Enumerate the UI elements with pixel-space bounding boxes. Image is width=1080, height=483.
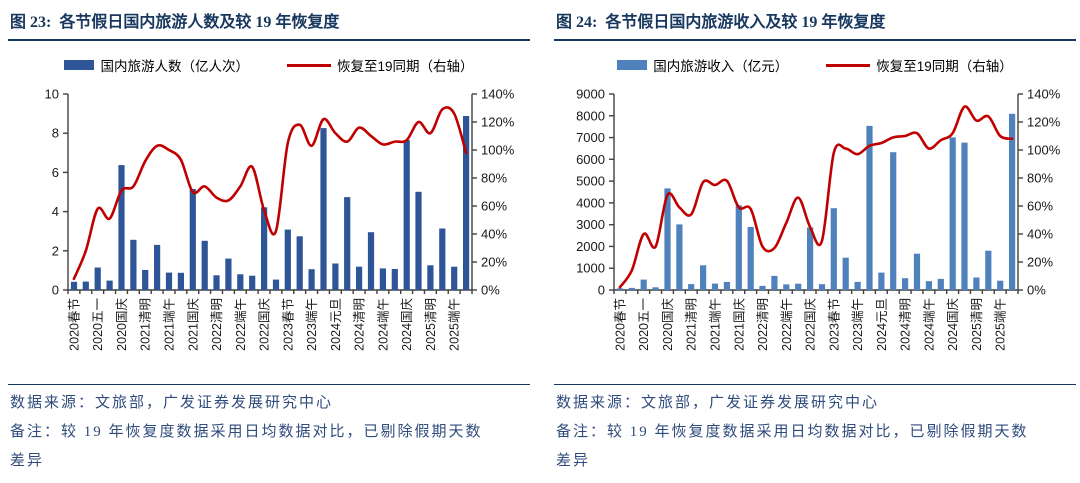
- svg-text:2022端午: 2022端午: [780, 298, 794, 351]
- svg-text:0: 0: [598, 283, 605, 298]
- legend-label: 恢复至19同期（右轴）: [336, 59, 474, 74]
- svg-text:2024端午: 2024端午: [922, 298, 936, 351]
- svg-text:0%: 0%: [1027, 283, 1046, 298]
- svg-text:80%: 80%: [1027, 171, 1053, 186]
- figure-title: 图 23: 各节假日国内旅游人数及较 19 年恢复度: [8, 6, 530, 41]
- legend-item-line: 恢复至19同期（右轴）: [286, 55, 474, 75]
- svg-text:2022端午: 2022端午: [234, 298, 248, 351]
- svg-text:0: 0: [52, 283, 59, 298]
- svg-text:2022清明: 2022清明: [210, 298, 224, 351]
- line-swatch-icon: [826, 63, 871, 67]
- svg-text:2022清明: 2022清明: [756, 298, 770, 351]
- svg-text:2023春节: 2023春节: [827, 298, 841, 351]
- figure-23: 图 23: 各节假日国内旅游人数及较 19 年恢复度 国内旅游人数（亿人次） 恢…: [8, 6, 530, 476]
- svg-text:4: 4: [52, 204, 59, 219]
- svg-text:100%: 100%: [1027, 143, 1061, 158]
- svg-text:8: 8: [52, 126, 59, 141]
- svg-text:2000: 2000: [576, 239, 605, 254]
- svg-text:9000: 9000: [576, 87, 605, 102]
- chart-legend: 国内旅游人数（亿人次） 恢复至19同期（右轴）: [8, 56, 530, 74]
- svg-text:100%: 100%: [481, 143, 515, 158]
- svg-text:2020五一: 2020五一: [637, 298, 651, 351]
- remark-note-line1: 备注：较 19 年恢复度数据采用日均数据对比，已剔除假期天数: [10, 424, 483, 440]
- svg-text:8000: 8000: [576, 108, 605, 123]
- legend-item-line: 恢复至19同期（右轴）: [826, 55, 1013, 75]
- remark-note-line1: 备注：较 19 年恢复度数据采用日均数据对比，已剔除假期天数: [556, 424, 1029, 440]
- svg-text:2024元旦: 2024元旦: [329, 298, 343, 351]
- svg-text:20%: 20%: [481, 255, 507, 270]
- svg-text:80%: 80%: [481, 171, 507, 186]
- combo-chart-revenue: 0 1000 2000 3000 4000 5000 6000 7000 8000 9000 0% 2…: [576, 87, 1061, 351]
- svg-text:2023端午: 2023端午: [305, 298, 319, 351]
- svg-text:2021国庆: 2021国庆: [186, 298, 200, 351]
- svg-text:60%: 60%: [1027, 199, 1053, 214]
- remark-note-line2: 差异: [556, 453, 591, 469]
- svg-text:1000: 1000: [576, 261, 605, 276]
- svg-text:2021清明: 2021清明: [139, 298, 153, 351]
- svg-text:2023端午: 2023端午: [851, 298, 865, 351]
- figure-title: 图 24: 各节假日国内旅游收入及较 19 年恢复度: [554, 6, 1076, 41]
- svg-text:2024国庆: 2024国庆: [946, 298, 960, 351]
- svg-text:40%: 40%: [1027, 227, 1053, 242]
- chart-legend: 国内旅游收入（亿元） 恢复至19同期（右轴）: [554, 56, 1076, 74]
- svg-text:2025端午: 2025端午: [994, 298, 1008, 351]
- svg-text:2023春节: 2023春节: [281, 298, 295, 351]
- svg-text:2025清明: 2025清明: [970, 298, 984, 351]
- legend-label: 国内旅游人数（亿人次）: [100, 59, 249, 74]
- svg-text:120%: 120%: [1027, 115, 1061, 130]
- svg-text:6: 6: [52, 165, 59, 180]
- svg-text:2022国庆: 2022国庆: [804, 298, 818, 351]
- svg-text:20%: 20%: [1027, 255, 1053, 270]
- svg-text:2025清明: 2025清明: [424, 298, 438, 351]
- svg-text:10: 10: [45, 87, 59, 102]
- svg-text:2021端午: 2021端午: [163, 298, 177, 351]
- svg-text:7000: 7000: [576, 130, 605, 145]
- svg-text:2021清明: 2021清明: [685, 298, 699, 351]
- svg-text:2021国庆: 2021国庆: [732, 298, 746, 351]
- svg-text:0%: 0%: [481, 283, 500, 298]
- svg-text:2024清明: 2024清明: [353, 298, 367, 351]
- svg-text:2020春节: 2020春节: [67, 298, 81, 351]
- svg-text:2024国庆: 2024国庆: [400, 298, 414, 351]
- legend-item-bars: 国内旅游人数（亿人次）: [64, 55, 249, 75]
- svg-text:3000: 3000: [576, 217, 605, 232]
- figure-notes: 数据来源：文旅部，广发证券发展研究中心 备注：较 19 年恢复度数据采用日均数据…: [8, 389, 530, 476]
- bar-swatch-icon: [64, 60, 95, 70]
- figure-divider: [8, 384, 530, 385]
- line-swatch-icon: [286, 63, 331, 67]
- svg-text:2021端午: 2021端午: [709, 298, 723, 351]
- figure-divider: [554, 384, 1076, 385]
- svg-text:140%: 140%: [481, 87, 515, 102]
- bar-swatch-icon: [617, 60, 648, 70]
- svg-text:2020国庆: 2020国庆: [661, 298, 675, 351]
- remark-note-line2: 差异: [10, 453, 45, 469]
- svg-text:120%: 120%: [481, 115, 515, 130]
- legend-label: 恢复至19同期（右轴）: [876, 59, 1013, 74]
- figure-24: 图 24: 各节假日国内旅游收入及较 19 年恢复度 国内旅游收入（亿元） 恢复…: [554, 6, 1076, 476]
- svg-text:2020春节: 2020春节: [613, 298, 627, 351]
- svg-text:60%: 60%: [481, 199, 507, 214]
- svg-text:6000: 6000: [576, 152, 605, 167]
- data-source-note: 数据来源：文旅部，广发证券发展研究中心: [556, 395, 880, 411]
- legend-item-bars: 国内旅游收入（亿元）: [617, 55, 788, 75]
- figure-notes: 数据来源：文旅部，广发证券发展研究中心 备注：较 19 年恢复度数据采用日均数据…: [554, 389, 1076, 476]
- data-source-note: 数据来源：文旅部，广发证券发展研究中心: [10, 395, 334, 411]
- legend-label: 国内旅游收入（亿元）: [653, 59, 789, 74]
- svg-text:4000: 4000: [576, 195, 605, 210]
- svg-text:2024清明: 2024清明: [899, 298, 913, 351]
- svg-text:2: 2: [52, 243, 59, 258]
- svg-text:2022国庆: 2022国庆: [258, 298, 272, 351]
- svg-text:2020国庆: 2020国庆: [115, 298, 129, 351]
- svg-text:2024元旦: 2024元旦: [875, 298, 889, 351]
- svg-text:140%: 140%: [1027, 87, 1061, 102]
- svg-text:2020五一: 2020五一: [91, 298, 105, 351]
- svg-text:2024端午: 2024端午: [376, 298, 390, 351]
- svg-text:40%: 40%: [481, 227, 507, 242]
- svg-text:5000: 5000: [576, 174, 605, 189]
- svg-text:2025端午: 2025端午: [448, 298, 462, 351]
